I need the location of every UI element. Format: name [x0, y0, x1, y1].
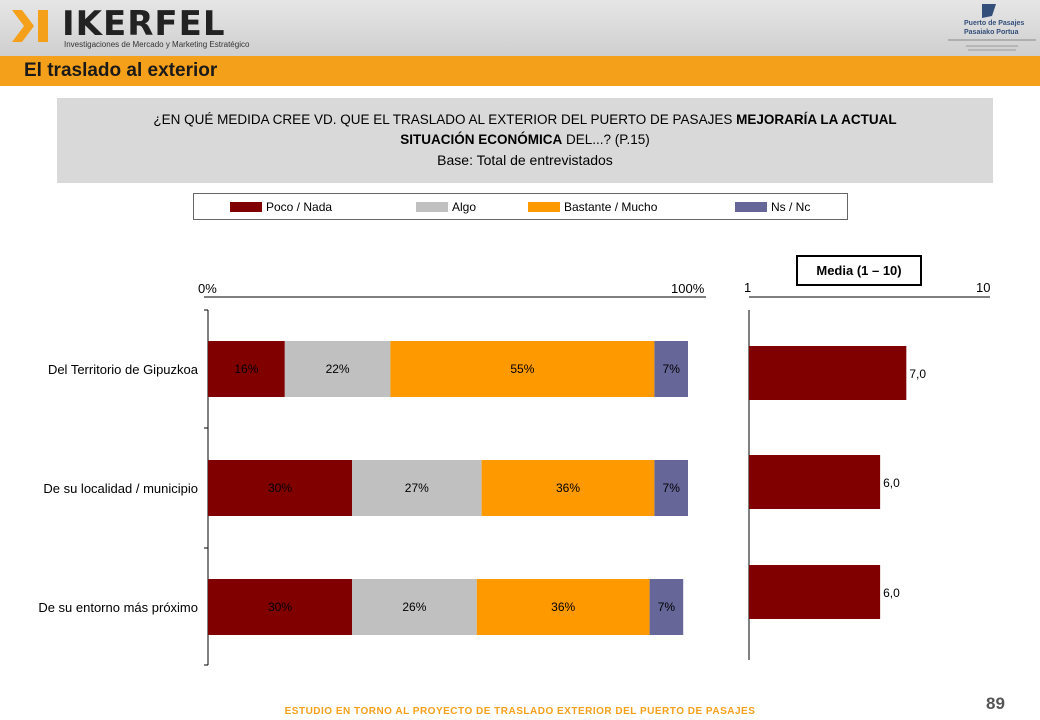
stacked-bar-data-label: 26%	[402, 600, 426, 614]
question-line1-normal: ¿EN QUÉ MEDIDA CREE VD. QUE EL TRASLADO …	[153, 112, 737, 127]
stacked-bar-segment	[390, 341, 655, 397]
stacked-axis-label-min: 0%	[198, 281, 217, 296]
stacked-bar-data-label: 27%	[405, 481, 429, 495]
page-number: 89	[986, 694, 1005, 713]
partner-logo-line1: Puerto de Pasajes	[964, 20, 1025, 27]
stacked-bar-data-label: 7%	[663, 481, 681, 495]
stacked-axis-label-max: 100%	[671, 281, 705, 296]
legend-item-algo: Algo	[416, 200, 476, 214]
category-label: De su entorno más próximo	[38, 600, 198, 615]
stacked-bar-data-label: 7%	[663, 362, 681, 376]
question-line2-bold: SITUACIÓN ECONÓMICA	[400, 132, 563, 147]
stacked-bar-segment	[654, 341, 688, 397]
logo-name: IKERFEL	[62, 4, 226, 44]
media-bar	[749, 565, 881, 619]
stacked-bar-data-label: 7%	[658, 600, 676, 614]
stacked-bar-segment	[352, 579, 477, 635]
question-base: Base: Total de entrevistados	[437, 152, 613, 168]
puerto-pasajes-logo-icon	[948, 4, 1036, 51]
legend-label-bastante: Bastante / Mucho	[564, 200, 658, 214]
media-bar-data-label: 6,0	[883, 586, 900, 600]
media-axis-label-min: 1	[744, 280, 751, 295]
legend-label-ns: Ns / Nc	[771, 200, 811, 214]
legend-item-bastante: Bastante / Mucho	[528, 200, 657, 214]
question-line2-normal: DEL...? (P.15)	[562, 132, 650, 147]
question-line2: SITUACIÓN ECONÓMICA DEL...? (P.15)	[57, 130, 993, 150]
category-label: De su localidad / municipio	[43, 481, 198, 496]
media-bar-data-label: 6,0	[883, 476, 900, 490]
stacked-bar-segment	[208, 341, 285, 397]
legend-swatch-bastante	[528, 201, 560, 212]
legend-label-algo: Algo	[452, 200, 477, 214]
footer-text: ESTUDIO EN TORNO AL PROYECTO DE TRASLADO…	[284, 706, 756, 717]
category-label: Del Territorio de Gipuzkoa	[48, 362, 199, 377]
legend-swatch-algo	[416, 201, 448, 212]
stacked-bar-data-label: 22%	[326, 362, 350, 376]
stacked-bar-data-label: 36%	[551, 600, 575, 614]
title-bar	[0, 56, 1040, 86]
stacked-bar-data-label: 36%	[556, 481, 580, 495]
stacked-bar-segment	[284, 341, 391, 397]
page-title: El traslado al exterior	[24, 60, 218, 81]
media-title-box: Media (1 – 10)	[796, 255, 922, 286]
media-axis-label-max: 10	[976, 280, 990, 295]
legend-swatch-ns	[735, 201, 767, 212]
logo-tagline: Investigaciones de Mercado y Marketing E…	[64, 40, 250, 49]
media-bar-data-label: 7,0	[909, 367, 926, 381]
stacked-bar-data-label: 30%	[268, 600, 292, 614]
stacked-bar-segment	[654, 460, 688, 516]
legend-label-poco: Poco / Nada	[266, 200, 333, 214]
chart-legend: Poco / Nada Algo Bastante / Mucho Ns / N…	[193, 193, 848, 220]
stacked-bar-segment	[476, 579, 650, 635]
question-line1: ¿EN QUÉ MEDIDA CREE VD. QUE EL TRASLADO …	[57, 110, 993, 130]
header-band	[0, 0, 1040, 56]
media-bar	[749, 346, 907, 400]
stacked-bar-segment	[208, 579, 352, 635]
question-box: ¿EN QUÉ MEDIDA CREE VD. QUE EL TRASLADO …	[57, 98, 993, 183]
media-bar	[749, 455, 881, 509]
legend-swatch-poco	[230, 201, 262, 212]
stacked-bar-segment	[481, 460, 655, 516]
stacked-bar-data-label: 16%	[234, 362, 258, 376]
ikerfel-logo-icon	[12, 10, 48, 42]
stacked-bar-data-label: 55%	[510, 362, 534, 376]
stacked-bar-segment	[208, 460, 352, 516]
legend-item-ns: Ns / Nc	[735, 200, 810, 214]
stacked-bar-segment	[649, 579, 684, 635]
stacked-bar-segment	[352, 460, 482, 516]
legend-item-poco: Poco / Nada	[230, 200, 332, 214]
stacked-bar-data-label: 30%	[268, 481, 292, 495]
partner-logo-line2: Pasaiako Portua	[964, 29, 1019, 36]
question-line1-bold: MEJORARÍA LA ACTUAL	[736, 112, 897, 127]
